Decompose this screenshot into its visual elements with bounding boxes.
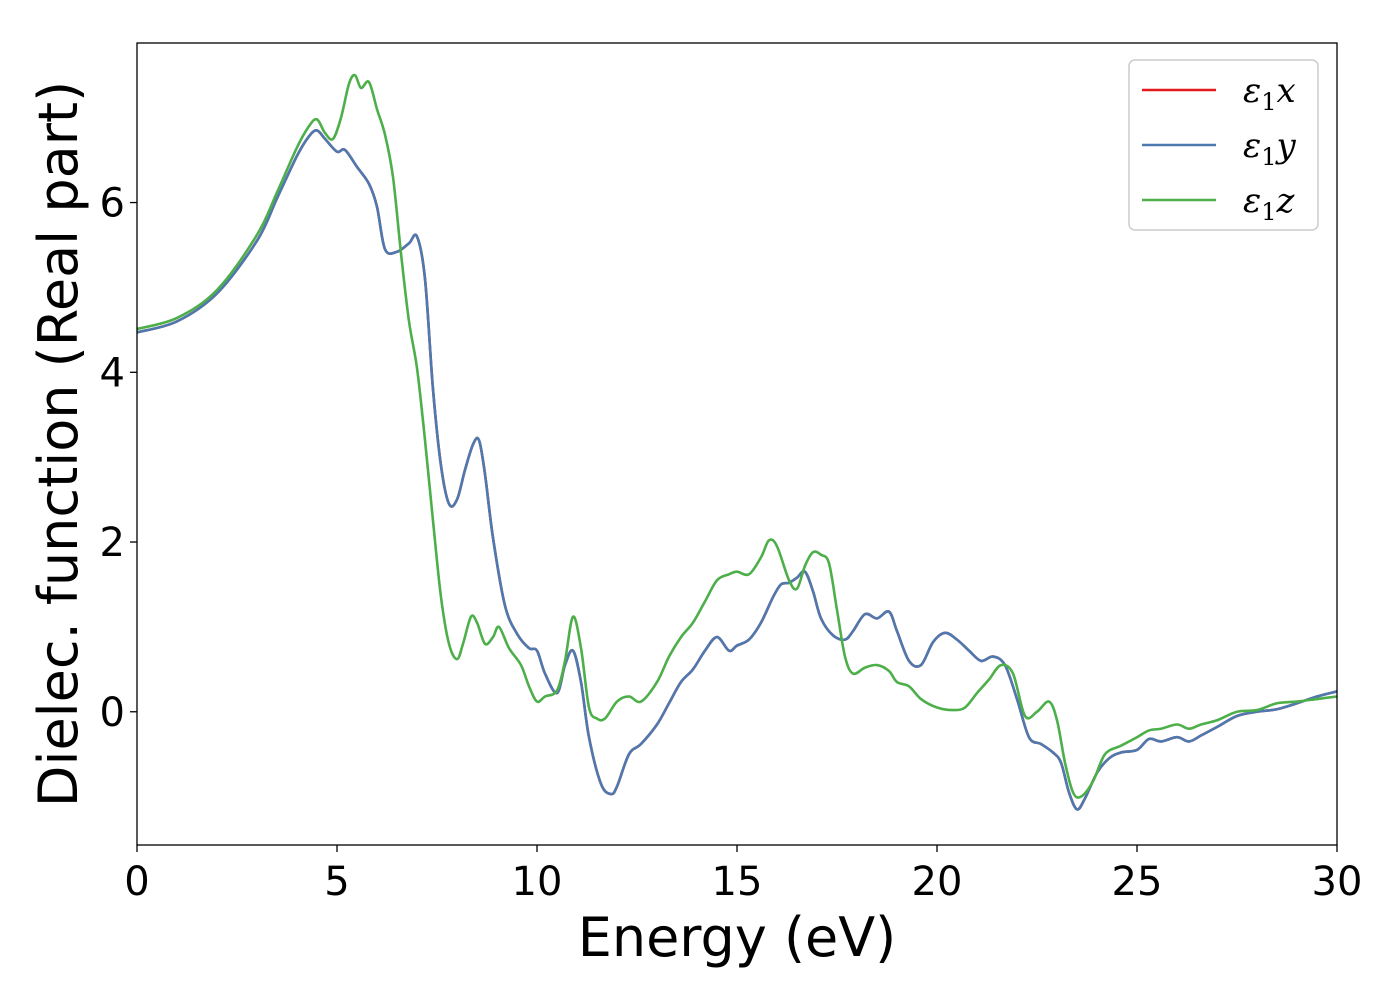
plot-area (137, 73, 1337, 811)
legend-box (1128, 59, 1319, 231)
legend-label-z: ε1z (1243, 181, 1296, 226)
x-tick-label: 20 (912, 859, 963, 905)
legend-label-x: ε1x (1243, 71, 1296, 116)
x-tick-label: 10 (512, 859, 563, 905)
series-line-x (137, 129, 1337, 811)
series-layer (137, 73, 1337, 811)
y-axis: 0 2 4 6 (100, 181, 137, 736)
x-axis-label: Energy (eV) (578, 906, 897, 969)
y-axis-label: Dielec. function (Real part) (27, 81, 90, 807)
y-tick-label: 6 (100, 181, 125, 227)
x-tick-label: 0 (124, 859, 149, 905)
y-tick-label: 0 (100, 690, 125, 736)
legend-label-y: ε1y (1243, 126, 1297, 171)
x-tick-label: 15 (712, 859, 763, 905)
series-line-z (137, 73, 1337, 799)
x-tick-label: 25 (1112, 859, 1163, 905)
x-tick-label: 30 (1312, 859, 1363, 905)
series-line-y (137, 129, 1337, 811)
x-tick-label: 5 (324, 859, 349, 905)
y-tick-label: 2 (100, 520, 125, 566)
legend: ε1x ε1y ε1z (1128, 59, 1319, 231)
x-axis: 0 5 10 15 20 25 30 (124, 845, 1362, 905)
y-tick-label: 4 (100, 350, 125, 396)
